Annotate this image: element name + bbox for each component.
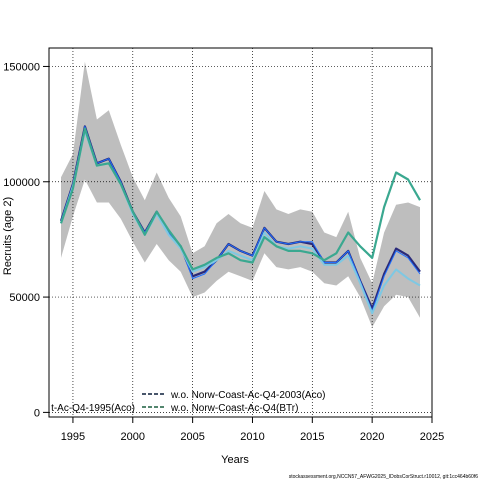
series-line-4 <box>59 127 421 271</box>
x-tick-label: 2015 <box>300 431 324 443</box>
confidence-band-area <box>61 61 420 328</box>
y-tick-label: 100000 <box>3 177 40 189</box>
y-tick-label: 50000 <box>9 292 40 304</box>
legend-label-2: w.o. Norw-Coast-Ac-Q4-2003(Aco) <box>170 390 326 401</box>
legend-label-3: w.o. Norw-Coast-Ac-Q4(BTr) <box>170 403 298 414</box>
series-lines <box>59 125 421 315</box>
plot-frame <box>48 47 433 418</box>
x-tick-label: 2000 <box>121 431 145 443</box>
x-tick-label: 2020 <box>360 431 384 443</box>
legend-label-1: t-Ac-Q4-1995(Aco) <box>51 403 135 414</box>
footer-credit: stockassessment.org,NCCN57_AFWG2025_IDob… <box>289 474 478 480</box>
confidence-band <box>61 61 420 328</box>
grid <box>49 48 433 417</box>
x-axis-title: Years <box>221 454 249 466</box>
y-axis-title: Recruits (age 2) <box>2 197 14 275</box>
y-tick-label: 150000 <box>3 61 40 73</box>
legend: t-Ac-Q4-1995(Aco) w.o. Norw-Coast-Ac-Q4-2… <box>51 390 325 414</box>
x-tick-label: 2025 <box>420 431 444 443</box>
x-tick-label: 2005 <box>180 431 204 443</box>
x-tick-label: 1995 <box>61 431 85 443</box>
x-tick-label: 2010 <box>240 431 264 443</box>
axes: 1995 2000 2005 2010 2015 2020 2025 0 50000 100000… <box>3 61 444 443</box>
y-tick-label: 0 <box>34 407 40 419</box>
